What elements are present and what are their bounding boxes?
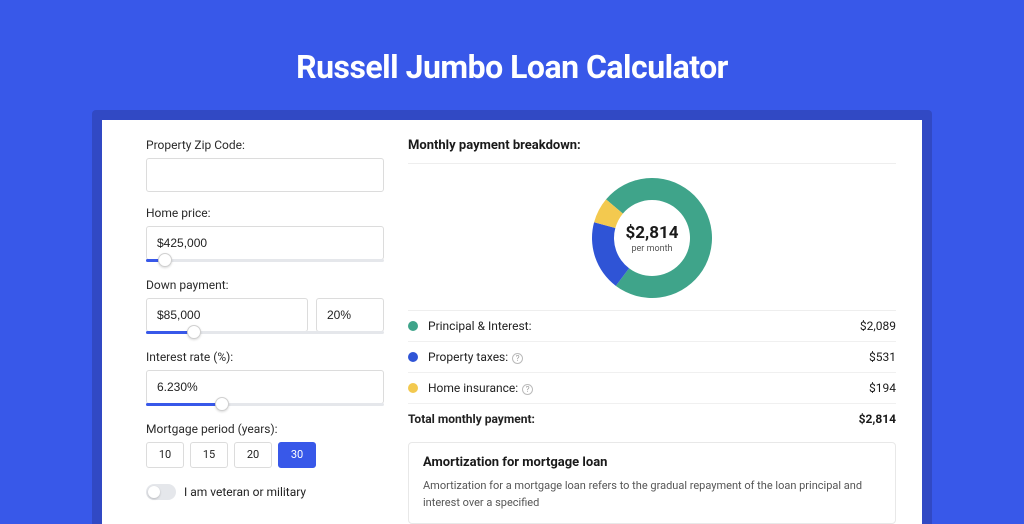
slider-thumb[interactable]: [187, 325, 201, 339]
mortgage-period-10[interactable]: 10: [146, 442, 184, 468]
interest-rate-input[interactable]: [146, 370, 384, 404]
veteran-toggle[interactable]: [146, 484, 176, 500]
breakdown-row: Home insurance:?$194: [408, 372, 896, 403]
zip-input[interactable]: [146, 158, 384, 192]
amortization-text: Amortization for a mortgage loan refers …: [423, 478, 881, 511]
interest-rate-label: Interest rate (%):: [146, 350, 384, 364]
breakdown-row: Property taxes:?$531: [408, 341, 896, 372]
amortization-title: Amortization for mortgage loan: [423, 455, 881, 470]
down-payment-pct-input[interactable]: [316, 298, 384, 332]
mortgage-period-30[interactable]: 30: [278, 442, 316, 468]
calculator-shadow-wrap: Property Zip Code: Home price: Down paym…: [92, 110, 932, 524]
down-payment-field-group: Down payment:: [146, 278, 384, 334]
slider-thumb[interactable]: [158, 253, 172, 267]
home-price-field-group: Home price:: [146, 206, 384, 262]
form-column: Property Zip Code: Home price: Down paym…: [146, 138, 384, 524]
donut-chart: $2,814per month: [592, 178, 712, 298]
home-price-input[interactable]: [146, 226, 384, 260]
interest-rate-field-group: Interest rate (%):: [146, 350, 384, 406]
breakdown-row-value: $2,089: [860, 319, 896, 333]
donut-center-value: $2,814: [626, 223, 679, 243]
donut-chart-wrap: $2,814per month: [408, 164, 896, 310]
home-price-label: Home price:: [146, 206, 384, 220]
mortgage-period-options: 10152030: [146, 442, 384, 468]
result-column: Monthly payment breakdown: $2,814per mon…: [408, 138, 896, 524]
color-dot: [408, 383, 418, 393]
breakdown-row-value: $194: [869, 381, 896, 395]
zip-label: Property Zip Code:: [146, 138, 384, 152]
veteran-label: I am veteran or military: [184, 485, 306, 499]
breakdown-total-label: Total monthly payment:: [408, 412, 859, 426]
mortgage-period-20[interactable]: 20: [234, 442, 272, 468]
zip-field-group: Property Zip Code:: [146, 138, 384, 192]
breakdown-row: Principal & Interest:$2,089: [408, 310, 896, 341]
toggle-knob: [148, 486, 160, 498]
breakdown-header: Monthly payment breakdown:: [408, 138, 896, 164]
breakdown-total-value: $2,814: [859, 412, 896, 426]
mortgage-period-15[interactable]: 15: [190, 442, 228, 468]
info-icon[interactable]: ?: [522, 384, 533, 395]
down-payment-input[interactable]: [146, 298, 308, 332]
interest-rate-slider[interactable]: [146, 403, 384, 406]
color-dot: [408, 321, 418, 331]
breakdown-row-label: Property taxes:?: [428, 350, 869, 364]
mortgage-period-label: Mortgage period (years):: [146, 422, 384, 436]
home-price-slider[interactable]: [146, 259, 384, 262]
donut-center-label: per month: [631, 244, 672, 254]
down-payment-label: Down payment:: [146, 278, 384, 292]
veteran-toggle-row: I am veteran or military: [146, 484, 384, 500]
info-icon[interactable]: ?: [512, 353, 523, 364]
breakdown-list: Principal & Interest:$2,089Property taxe…: [408, 310, 896, 434]
breakdown-row-label: Home insurance:?: [428, 381, 869, 395]
color-dot: [408, 352, 418, 362]
breakdown-row-label: Principal & Interest:: [428, 319, 860, 333]
slider-thumb[interactable]: [215, 397, 229, 411]
breakdown-row-value: $531: [869, 350, 896, 364]
down-payment-slider[interactable]: [146, 331, 384, 334]
page-title: Russell Jumbo Loan Calculator: [0, 0, 1024, 110]
mortgage-period-field-group: Mortgage period (years): 10152030: [146, 422, 384, 468]
breakdown-total-row: Total monthly payment:$2,814: [408, 403, 896, 434]
calculator-panel: Property Zip Code: Home price: Down paym…: [102, 120, 922, 524]
